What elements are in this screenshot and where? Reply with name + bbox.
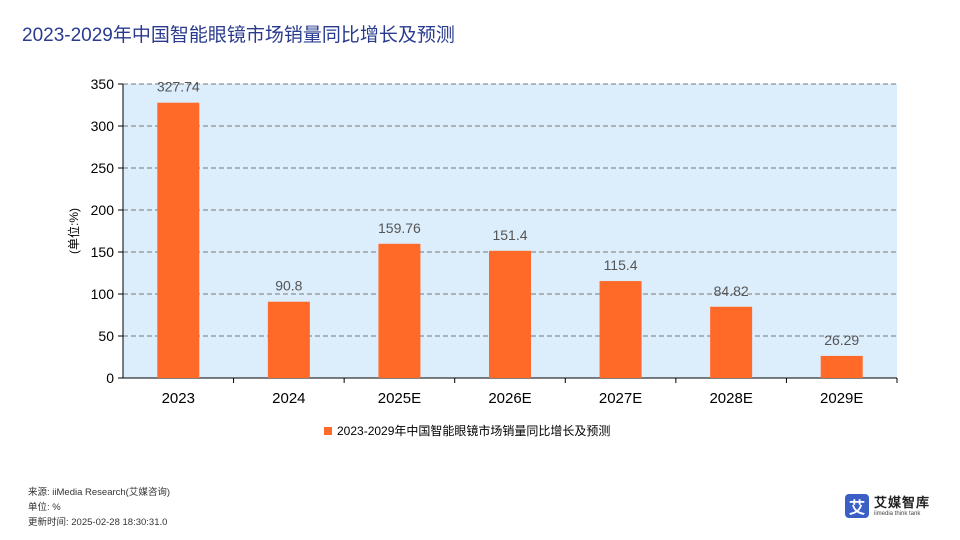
bar [489, 250, 531, 378]
unit-note: 单位: % [28, 502, 61, 513]
legend-swatch [324, 427, 332, 435]
x-tick-label: 2025E [378, 390, 421, 407]
y-tick-label: 300 [91, 118, 115, 134]
data-label: 115.4 [604, 257, 638, 273]
logo-subtitle: iimedia think tank [874, 510, 921, 517]
logo-icon: 艾 [845, 494, 869, 518]
data-label: 84.82 [714, 283, 749, 299]
y-tick-label: 250 [91, 160, 115, 176]
data-label: 327.74 [157, 79, 200, 95]
bar [157, 102, 200, 379]
y-tick-label: 0 [106, 370, 114, 386]
bar-chart: 0 50 100 150 200 250 300 350 (单位:%) 327.74 2023 90.… [66, 76, 898, 438]
y-tick-label: 350 [91, 76, 115, 92]
update-time: 更新时间: 2025-02-28 18:30:31.0 [28, 517, 168, 528]
x-tick-label: 2024 [272, 390, 305, 407]
logo-name: 艾媒智库 [874, 494, 931, 510]
x-tick-label: 2029E [820, 390, 863, 407]
bar [710, 306, 753, 378]
data-label: 26.29 [824, 332, 859, 348]
x-tick-label: 2027E [599, 390, 642, 407]
data-label: 159.76 [378, 220, 421, 236]
footer: 来源: iiMedia Research(艾媒咨询) 单位: % 更新时间: 2… [28, 485, 170, 530]
data-label: 151.4 [492, 227, 527, 243]
source-note: 来源: iiMedia Research(艾媒咨询) [28, 487, 170, 498]
x-tick-label: 2026E [488, 390, 531, 407]
y-tick-label: 100 [91, 286, 115, 302]
bar [599, 281, 642, 378]
x-tick-label: 2028E [709, 390, 752, 407]
y-axis-label: (单位:%) [66, 208, 81, 254]
legend-label: 2023-2029年中国智能眼镜市场销量同比增长及预测 [337, 423, 610, 438]
y-tick-label: 150 [91, 244, 115, 260]
bar [267, 301, 310, 378]
bar [378, 243, 421, 378]
brand-logo: 艾 艾媒智库 iimedia think tank [845, 494, 930, 518]
y-tick-label: 200 [91, 202, 115, 218]
data-label: 90.8 [275, 278, 302, 294]
bar [820, 355, 863, 378]
y-tick-label: 50 [98, 328, 114, 344]
page-title: 2023-2029年中国智能眼镜市场销量同比增长及预测 [22, 25, 455, 46]
x-tick-label: 2023 [162, 390, 195, 407]
